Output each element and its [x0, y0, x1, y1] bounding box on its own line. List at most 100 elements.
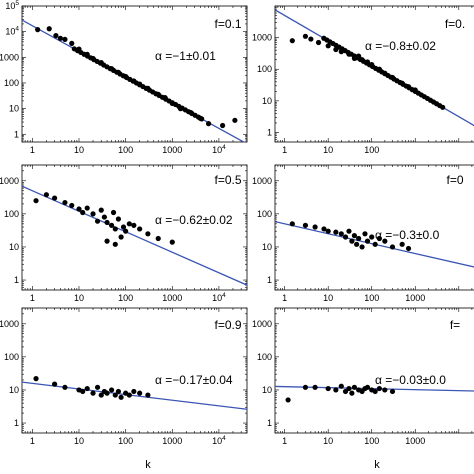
- data-point: [389, 244, 396, 250]
- x-tick-label: 104: [212, 292, 226, 303]
- data-point: [112, 241, 118, 247]
- x-tick-label: 104: [212, 435, 226, 446]
- data-point: [155, 235, 161, 242]
- data-point: [351, 233, 358, 239]
- fit-line: [275, 220, 474, 268]
- data-point: [325, 385, 331, 392]
- data-point: [312, 224, 318, 230]
- x-tick-label: 10: [323, 293, 333, 303]
- y-tick-label: 1000: [0, 319, 19, 329]
- exponent-label: α =−0.62±0.02: [155, 213, 233, 227]
- data-point: [205, 121, 212, 127]
- data-point: [369, 234, 375, 240]
- data-point: [359, 244, 365, 250]
- x-tick-label: 100: [118, 436, 133, 446]
- panel-label: f=0: [446, 173, 463, 187]
- x-axis-label: k: [374, 459, 380, 471]
- data-point: [372, 388, 378, 395]
- data-point: [33, 376, 39, 382]
- data-point: [325, 43, 331, 49]
- data-point: [145, 392, 151, 398]
- data-point: [84, 385, 90, 392]
- data-point: [321, 226, 327, 232]
- data-point: [382, 238, 388, 244]
- data-point: [115, 216, 122, 222]
- data-point: [302, 384, 309, 390]
- data-point: [62, 199, 68, 206]
- x-tick-label: 10: [74, 436, 84, 446]
- data-point: [98, 207, 104, 213]
- data-point: [118, 234, 124, 240]
- y-tick-label: 104: [5, 26, 19, 37]
- data-point: [399, 241, 405, 247]
- exponent-label: α =−0.03±0.0: [375, 373, 446, 387]
- data-point: [349, 238, 355, 244]
- plot-frame: [274, 164, 474, 291]
- data-point: [33, 198, 39, 204]
- data-point: [346, 385, 352, 392]
- y-tick-label: 100: [4, 78, 19, 88]
- panel-bottom-left: 1 10 100 1000 104 1 10 100 1000 f=0.9 α =−0.17±0.0…: [0, 307, 248, 471]
- data-point: [315, 39, 322, 46]
- panel-label: f=0.: [445, 17, 465, 31]
- data-point: [110, 209, 117, 216]
- data-point: [356, 235, 362, 242]
- y-tick-label: 1000: [252, 176, 272, 186]
- data-point: [108, 222, 115, 228]
- data-point: [325, 228, 331, 234]
- data-point: [62, 36, 68, 42]
- data-point: [389, 388, 396, 395]
- x-tick-label: 1000: [405, 436, 425, 446]
- data-point: [220, 122, 226, 129]
- panel-top-right: 1 10 100 1 10 100 1000 f=0. α =−0.8±0.02: [252, 5, 474, 155]
- x-tick-label: 100: [364, 436, 379, 446]
- data-point: [112, 392, 118, 398]
- x-tick-label: 104: [212, 144, 226, 155]
- y-tick-label: 10: [9, 385, 19, 395]
- panel-label: f=0.5: [214, 173, 241, 187]
- x-axis-label: k: [145, 459, 151, 471]
- data-point: [333, 387, 339, 393]
- data-point: [126, 221, 132, 227]
- y-tick-label: 1: [267, 418, 272, 428]
- data-point: [80, 388, 86, 395]
- exponent-label: α =−1±0.01: [155, 49, 216, 63]
- y-tick-label: 10: [9, 104, 19, 114]
- y-tick-label: 100: [257, 64, 272, 74]
- x-tick-label: 100: [364, 293, 379, 303]
- y-tick-label: 10: [9, 242, 19, 252]
- y-tick-label: 1000: [0, 176, 19, 186]
- data-point: [372, 241, 378, 247]
- fit-line: [22, 185, 247, 286]
- data-point: [104, 219, 110, 226]
- x-tick-label: 1: [282, 145, 287, 155]
- x-tick-label: 1000: [162, 145, 182, 155]
- x-tick-label: 1: [30, 436, 35, 446]
- data-point: [131, 222, 137, 228]
- plot-frame: [21, 164, 248, 291]
- data-point: [53, 33, 59, 39]
- y-tick-label: 10: [262, 385, 272, 395]
- data-point: [80, 209, 86, 216]
- y-tick-label: 1: [267, 275, 272, 285]
- data-point: [101, 214, 107, 220]
- y-tick-label: 100: [257, 352, 272, 362]
- data-point: [199, 116, 205, 122]
- data-point: [57, 35, 64, 41]
- data-point: [62, 384, 68, 390]
- data-point: [90, 211, 96, 217]
- x-tick-label: 100: [364, 145, 379, 155]
- x-tick-label: 10: [323, 436, 333, 446]
- y-tick-label: 1000: [252, 33, 272, 43]
- data-point: [123, 228, 129, 234]
- y-tick-label: 1: [14, 275, 19, 285]
- data-point: [289, 38, 295, 44]
- y-tick-label: 105: [5, 0, 19, 11]
- data-point: [69, 40, 75, 46]
- data-point: [104, 238, 110, 244]
- panel-label: f=0.9: [214, 318, 241, 332]
- data-point: [346, 228, 352, 234]
- data-point: [126, 392, 132, 398]
- x-tick-label: 100: [118, 145, 133, 155]
- data-point: [376, 235, 382, 242]
